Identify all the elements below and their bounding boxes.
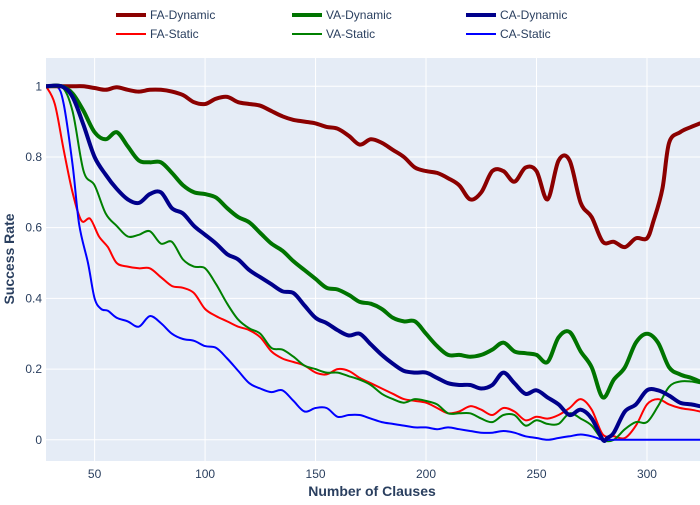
legend-item-ca-dynamic[interactable]: CA-Dynamic [466,8,567,22]
plot-area [46,58,700,461]
y-tick-label: 1 [35,79,42,93]
y-tick-label: 0.6 [25,221,42,235]
series-line-ca-static[interactable] [46,83,700,442]
legend-label: FA-Dynamic [150,8,215,22]
x-tick-label: 200 [416,467,436,481]
series-line-va-dynamic[interactable] [46,83,700,400]
y-axis-title: Success Rate [1,213,17,304]
x-gridlines [94,58,648,461]
legend-item-va-static[interactable]: VA-Static [292,27,375,41]
x-tick-label: 150 [306,467,326,481]
series-layer [46,83,700,444]
series-line-ca-dynamic[interactable] [46,83,700,444]
legend-item-ca-static[interactable]: CA-Static [466,27,551,41]
series-line-fa-static[interactable] [46,85,700,440]
series-line-fa-dynamic[interactable] [46,84,700,250]
legend-label: VA-Static [326,27,375,41]
y-tick-label: 0 [35,433,42,447]
y-tick-label: 0.4 [25,291,42,305]
x-tick-label: 50 [88,467,102,481]
legend-label: CA-Static [500,27,551,41]
series-line-va-static[interactable] [46,83,700,443]
legend-label: VA-Dynamic [326,8,392,22]
legend-item-va-dynamic[interactable]: VA-Dynamic [292,8,392,22]
legend-label: FA-Static [150,27,199,41]
x-tick-label: 100 [195,467,215,481]
legend-label: CA-Dynamic [500,8,567,22]
legend-item-fa-static[interactable]: FA-Static [116,27,199,41]
x-tick-label: 250 [526,467,546,481]
y-tick-labels: 0 0.2 0.4 0.6 0.8 1 [25,79,42,447]
y-tick-label: 0.2 [25,362,42,376]
y-tick-label: 0.8 [25,150,42,164]
y-gridlines [46,85,700,441]
legend-item-fa-dynamic[interactable]: FA-Dynamic [116,8,215,22]
x-tick-labels: 50 100 150 200 250 300 [88,467,657,481]
x-axis-title: Number of Clauses [308,483,436,499]
legend[interactable]: FA-Dynamic VA-Dynamic CA-Dynamic FA-Static V… [116,8,567,41]
x-tick-label: 300 [637,467,657,481]
